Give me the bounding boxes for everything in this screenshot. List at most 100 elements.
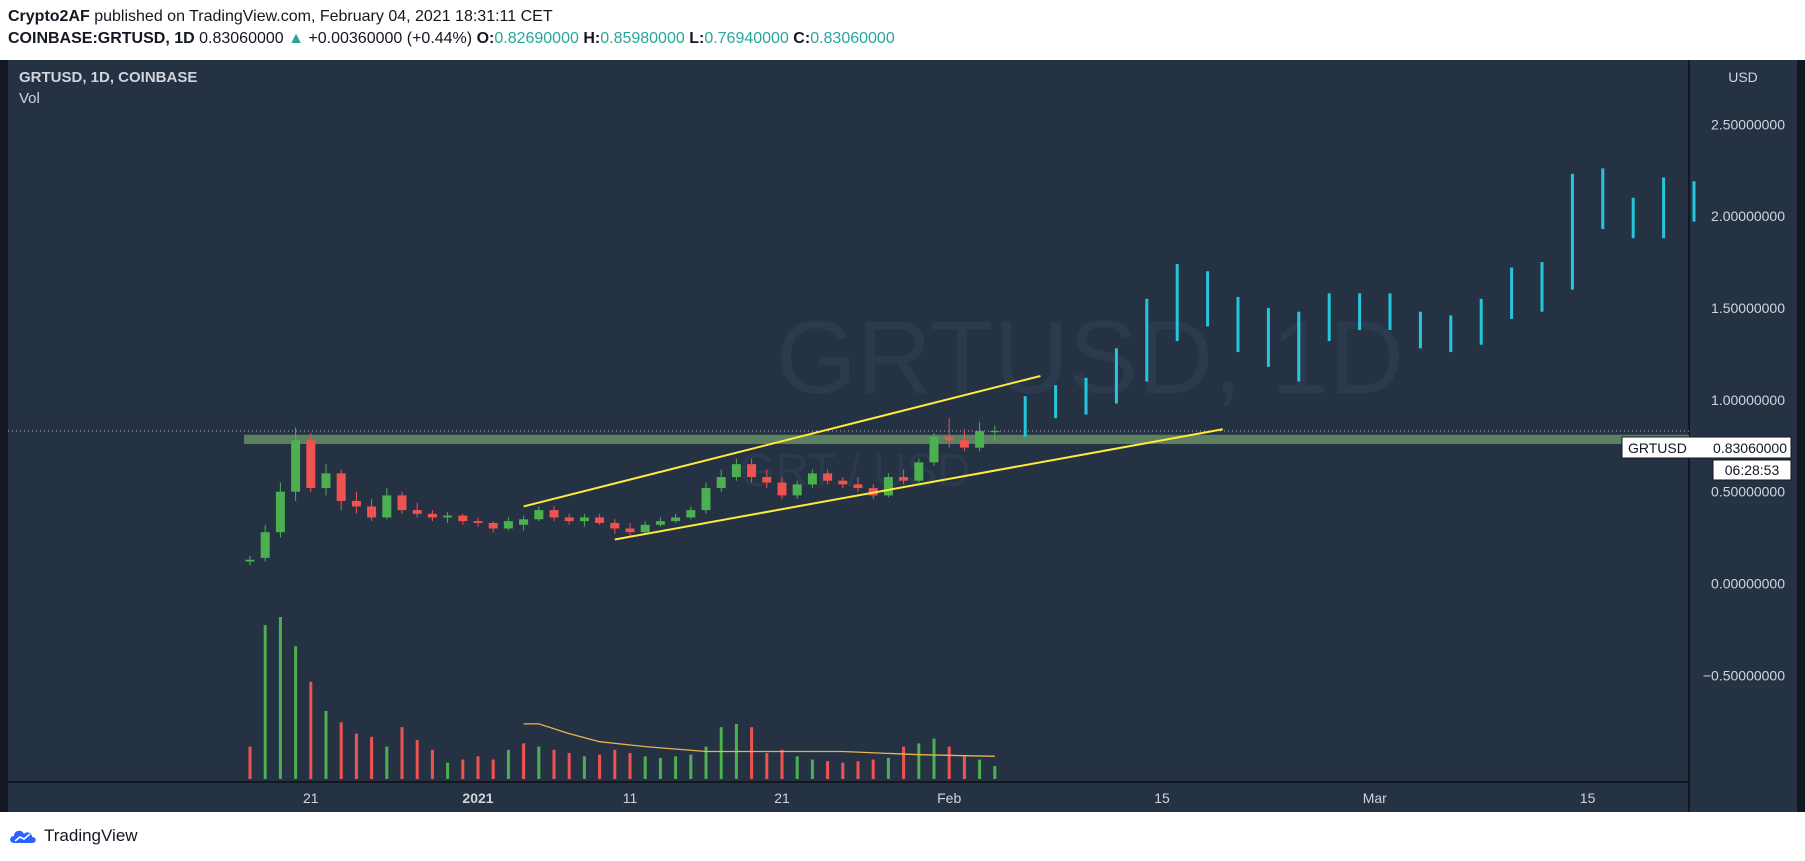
volume-bar (917, 743, 921, 779)
candle-body (959, 440, 969, 448)
close-value: 0.83060000 (810, 30, 895, 47)
time-tick-label: 11 (623, 790, 638, 806)
volume-bar (795, 756, 799, 779)
candle (610, 519, 620, 534)
candle-body (534, 510, 544, 520)
legend-title[interactable]: GRTUSD, 1D, COINBASE (19, 69, 197, 86)
time-tick-label: 15 (1154, 790, 1170, 806)
volume-bar (446, 762, 450, 779)
volume-bar (491, 759, 495, 779)
volume-bar (993, 766, 997, 779)
volume-bar (552, 749, 556, 779)
candle (260, 524, 270, 562)
projection-bar (1540, 262, 1544, 312)
candle (762, 469, 772, 489)
candle (473, 517, 483, 527)
open-label: O: (476, 30, 495, 47)
candle-body (245, 559, 255, 562)
candle-body (929, 436, 939, 463)
candle-body (640, 524, 650, 533)
candle-body (686, 510, 696, 518)
volume-bar (567, 753, 571, 779)
candle (883, 473, 893, 498)
volume-bar (294, 646, 298, 779)
chart-area[interactable]: GRTUSD, 1D GRT / USD GRTUSD, 1D, COINBAS… (0, 60, 1805, 812)
candle-body (306, 440, 316, 489)
candle (336, 469, 346, 511)
time-axis[interactable]: 2120211121Feb15Mar15Apr12 (303, 790, 1805, 806)
volume-bar (598, 754, 602, 779)
candle-body (291, 440, 301, 492)
candle (686, 506, 696, 520)
candle-body (336, 473, 346, 501)
candle (959, 429, 969, 452)
volume-bar (415, 740, 419, 779)
volume-bar (537, 746, 541, 779)
candle-body (671, 517, 681, 522)
candle (534, 506, 544, 522)
volume-bar (719, 727, 723, 779)
price-tag-value: 0.83060000 (1713, 440, 1787, 456)
low-label: L: (689, 30, 705, 47)
currency-label[interactable]: USD (1728, 69, 1758, 85)
price-tick-label: 0.50000000 (1711, 484, 1785, 500)
publisher-name[interactable]: Crypto2AF (8, 8, 90, 25)
volume-bar (385, 746, 389, 779)
candle-body (564, 517, 574, 522)
volume-ma-line (523, 723, 995, 757)
candle-body (275, 491, 285, 533)
candle (990, 425, 1000, 443)
candle-body (914, 462, 924, 481)
volume-bar (902, 746, 906, 779)
publication-header: Crypto2AF published on TradingView.com, … (0, 0, 1805, 60)
volume-bar (871, 759, 875, 779)
candle-body (443, 515, 453, 518)
candle (777, 477, 787, 500)
candle (838, 477, 848, 489)
candle (625, 522, 635, 536)
projection-bar (1206, 271, 1210, 327)
candle (503, 517, 513, 531)
legend-volume[interactable]: Vol (19, 90, 40, 107)
projection-bar (1145, 298, 1149, 382)
volume-bar (962, 756, 966, 779)
volume-bar (522, 743, 526, 779)
price-axis[interactable]: 2.50000000 2.00000000 1.50000000 1.00000000… (1703, 116, 1785, 683)
volume-bar (461, 759, 465, 779)
candle (731, 458, 741, 481)
volume-bar (765, 753, 769, 779)
candle (367, 499, 377, 522)
projection-bar (1601, 168, 1605, 230)
volume-bar (674, 756, 678, 779)
candle (823, 469, 833, 485)
price-tick-label: 1.00000000 (1711, 392, 1785, 408)
volume-bar (841, 762, 845, 779)
candle-body (427, 513, 437, 518)
candle-body (610, 522, 620, 529)
projection-bar (1570, 173, 1574, 290)
bar-countdown: 06:28:53 (1725, 462, 1780, 478)
candle-body (519, 519, 529, 525)
open-value: 0.82690000 (494, 30, 579, 47)
support-zone (244, 434, 1689, 444)
support-zone-layer (8, 430, 1689, 444)
time-tick-label: 21 (303, 790, 319, 806)
projection-bar (1388, 293, 1392, 331)
projection-bar (1479, 298, 1483, 345)
volume-bar (582, 756, 586, 779)
candle (579, 513, 589, 527)
tradingview-logo[interactable]: TradingView (8, 826, 138, 846)
volume-bar (704, 746, 708, 779)
projection-bar (1449, 315, 1453, 353)
trendline-layer[interactable] (523, 375, 1223, 541)
candle (975, 421, 985, 452)
candle (549, 506, 559, 522)
volume-bar (689, 754, 693, 779)
trendline (614, 428, 1223, 541)
candle-body (990, 430, 1000, 433)
candle (245, 556, 255, 566)
candle-body (473, 521, 483, 523)
price-tag-box (1621, 436, 1792, 459)
candle-body (367, 506, 377, 518)
candles-layer (245, 418, 1000, 566)
